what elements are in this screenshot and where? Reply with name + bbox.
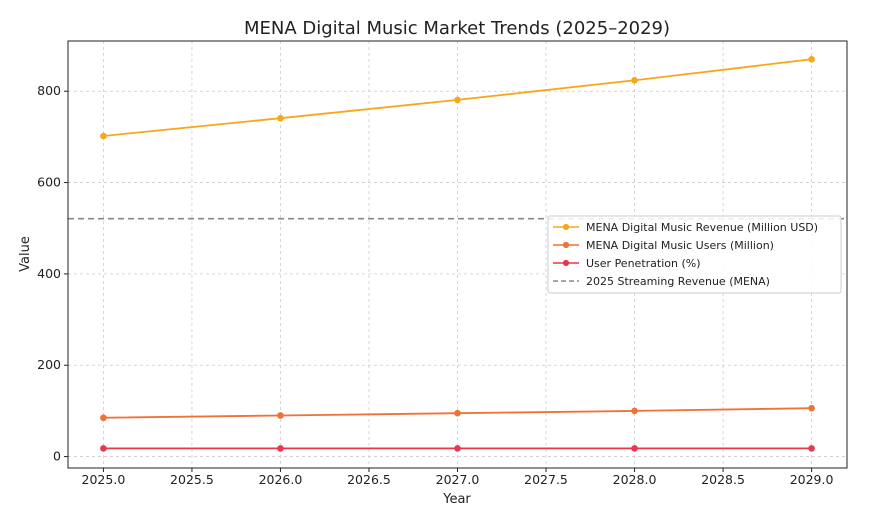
y-tick-label: 600 [37, 175, 61, 190]
series-3-point [454, 445, 461, 452]
legend-label: User Penetration (%) [586, 257, 701, 270]
x-tick-label: 2027.5 [524, 472, 568, 487]
x-axis-label: Year [442, 492, 471, 507]
legend-box [547, 215, 842, 294]
series-1-point [100, 132, 107, 140]
series-2-point [277, 412, 284, 419]
series-3-point [100, 445, 107, 452]
x-tick-label: 2029.0 [790, 472, 834, 487]
x-tick-label: 2026.0 [259, 472, 303, 487]
x-tick-label: 2028.0 [613, 472, 657, 487]
x-tick-label: 2027.0 [436, 472, 480, 487]
y-axis-ticks: 0 200 400 600 800 [37, 83, 68, 464]
legend-marker [562, 223, 570, 231]
legend-marker [562, 241, 570, 249]
y-tick-label: 800 [37, 83, 61, 98]
legend: MENA Digital Music Revenue (Million USD)… [547, 215, 842, 294]
series-1-point [808, 55, 815, 63]
x-tick-label: 2026.5 [347, 472, 391, 487]
legend-label: 2025 Streaming Revenue (MENA) [586, 275, 770, 288]
x-tick-label: 2025.0 [82, 472, 126, 487]
y-tick-label: 200 [37, 357, 61, 372]
x-tick-label: 2028.5 [701, 472, 745, 487]
y-axis-label: Value [18, 236, 33, 272]
x-tick-label: 2025.5 [170, 472, 214, 487]
series-3-point [277, 445, 284, 452]
series-2-point [100, 414, 107, 422]
series-2-point [631, 407, 638, 415]
legend-marker [562, 259, 570, 267]
series-2-point [808, 404, 815, 412]
legend-label: MENA Digital Music Users (Million) [586, 239, 774, 252]
series-1-point [631, 76, 638, 84]
chart-title: MENA Digital Music Market Trends (2025–2… [244, 18, 670, 39]
series-1-point [454, 96, 461, 104]
series-2-point [454, 409, 461, 417]
x-axis-ticks: 2025.0 2025.5 2026.0 2026.5 2027.0 2027.5 2028… [82, 468, 834, 487]
legend-label: MENA Digital Music Revenue (Million USD) [586, 221, 818, 234]
y-tick-label: 0 [53, 449, 61, 464]
y-tick-label: 400 [37, 266, 61, 281]
plot-lines [68, 55, 847, 452]
series-3-point [808, 445, 815, 452]
series-3-point [631, 445, 638, 452]
series-1-point [277, 114, 284, 122]
